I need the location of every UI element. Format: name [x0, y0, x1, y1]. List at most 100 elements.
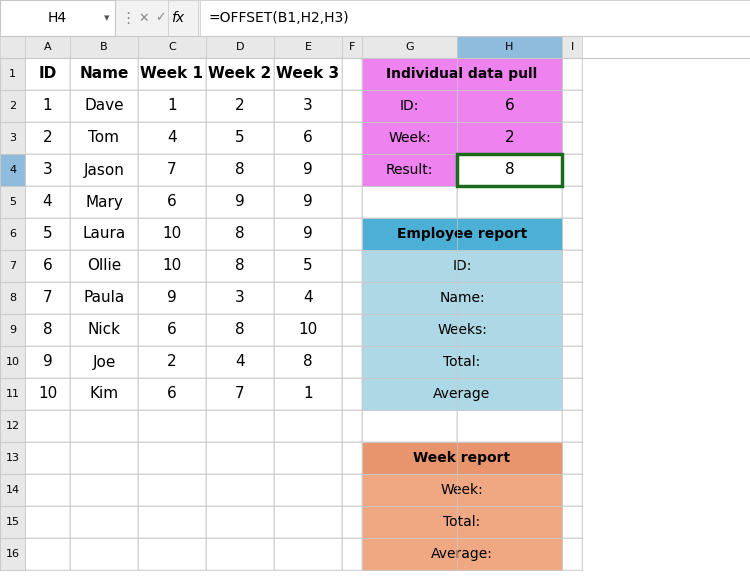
- Bar: [362, 506, 457, 538]
- Text: 7: 7: [43, 290, 52, 306]
- Bar: [0, 250, 25, 282]
- Text: 7: 7: [236, 386, 244, 402]
- Text: 6: 6: [9, 229, 16, 239]
- Bar: [70, 346, 138, 378]
- Bar: [138, 410, 206, 442]
- Bar: [342, 218, 362, 250]
- Bar: [457, 538, 562, 570]
- Bar: [70, 314, 138, 346]
- Bar: [206, 314, 274, 346]
- Text: 14: 14: [5, 485, 20, 495]
- Bar: [457, 90, 562, 122]
- Text: 8: 8: [303, 355, 313, 369]
- Text: Total:: Total:: [443, 515, 481, 529]
- Bar: [200, 0, 750, 36]
- Bar: [274, 282, 342, 314]
- Text: B: B: [100, 42, 108, 52]
- Bar: [206, 90, 274, 122]
- Bar: [562, 378, 582, 410]
- Bar: [562, 90, 582, 122]
- Bar: [0, 538, 25, 570]
- Bar: [562, 186, 582, 218]
- Bar: [70, 506, 138, 538]
- Bar: [138, 346, 206, 378]
- Text: 5: 5: [43, 226, 52, 242]
- Bar: [457, 122, 562, 154]
- Bar: [457, 506, 562, 538]
- Bar: [362, 410, 457, 442]
- Text: 7: 7: [9, 261, 16, 271]
- Bar: [342, 538, 362, 570]
- Bar: [457, 58, 562, 90]
- Text: ✓: ✓: [154, 12, 165, 25]
- Bar: [0, 506, 25, 538]
- Text: 9: 9: [303, 162, 313, 178]
- Bar: [25, 90, 70, 122]
- Bar: [562, 282, 582, 314]
- Bar: [362, 378, 457, 410]
- Bar: [25, 442, 70, 474]
- Bar: [25, 186, 70, 218]
- Text: 16: 16: [5, 549, 20, 559]
- Text: 7: 7: [167, 162, 177, 178]
- Bar: [206, 378, 274, 410]
- Bar: [25, 36, 70, 58]
- Bar: [0, 0, 750, 36]
- Bar: [0, 154, 25, 186]
- Bar: [274, 378, 342, 410]
- Bar: [0, 122, 25, 154]
- Bar: [0, 0, 115, 36]
- Bar: [457, 442, 562, 474]
- Bar: [138, 538, 206, 570]
- Text: 6: 6: [167, 322, 177, 338]
- Bar: [0, 410, 25, 442]
- Bar: [70, 90, 138, 122]
- Bar: [206, 186, 274, 218]
- Bar: [562, 538, 582, 570]
- Text: fx: fx: [172, 11, 184, 25]
- Bar: [25, 58, 70, 90]
- Bar: [0, 506, 25, 538]
- Text: ID:: ID:: [452, 259, 472, 273]
- Text: 5: 5: [236, 131, 244, 145]
- Bar: [206, 36, 274, 58]
- Text: Dave: Dave: [84, 99, 124, 113]
- Bar: [138, 282, 206, 314]
- Bar: [362, 506, 562, 538]
- Bar: [206, 154, 274, 186]
- Text: 2: 2: [9, 101, 16, 111]
- Bar: [0, 346, 25, 378]
- Text: Nick: Nick: [88, 322, 121, 338]
- Bar: [342, 506, 362, 538]
- Text: ID:: ID:: [400, 99, 419, 113]
- Bar: [0, 378, 25, 410]
- Bar: [362, 346, 562, 378]
- Bar: [70, 154, 138, 186]
- Bar: [206, 506, 274, 538]
- Bar: [25, 474, 70, 506]
- Bar: [562, 346, 582, 378]
- Bar: [362, 58, 457, 90]
- Bar: [362, 90, 457, 122]
- Text: 10: 10: [162, 259, 182, 273]
- Bar: [0, 90, 25, 122]
- Bar: [0, 218, 25, 250]
- Bar: [274, 36, 342, 58]
- Bar: [0, 410, 25, 442]
- Bar: [362, 36, 457, 58]
- Bar: [362, 442, 457, 474]
- Text: Name:: Name:: [440, 291, 485, 305]
- Bar: [274, 474, 342, 506]
- Bar: [206, 122, 274, 154]
- Bar: [70, 282, 138, 314]
- Text: 10: 10: [298, 322, 318, 338]
- Text: Week 1: Week 1: [140, 66, 203, 82]
- Bar: [0, 442, 25, 474]
- Bar: [274, 410, 342, 442]
- Text: C: C: [168, 42, 176, 52]
- Bar: [457, 218, 562, 250]
- Bar: [25, 154, 70, 186]
- Text: 8: 8: [236, 322, 244, 338]
- Bar: [0, 538, 25, 570]
- Bar: [0, 474, 25, 506]
